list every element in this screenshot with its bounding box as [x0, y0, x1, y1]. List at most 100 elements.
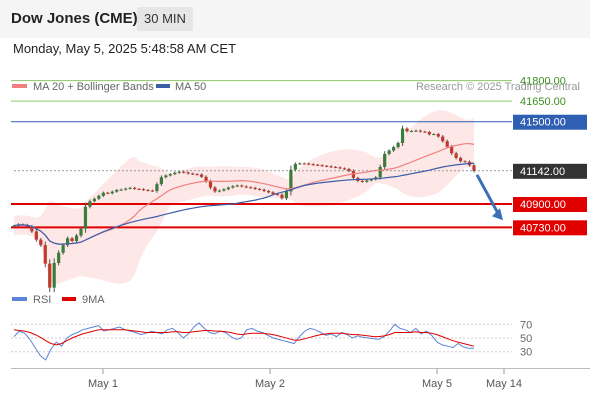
candle-body	[65, 238, 70, 246]
candle-body	[369, 179, 373, 181]
candle-body	[226, 187, 230, 190]
x-tick-label: May 5	[422, 378, 452, 390]
candle-body	[83, 206, 88, 229]
moving-averages	[13, 142, 475, 245]
candle-body	[115, 190, 119, 192]
candle-body	[124, 188, 128, 190]
candle-body	[266, 190, 271, 193]
instrument-title: Dow Jones (CME)	[11, 10, 138, 27]
candle-body	[52, 262, 56, 288]
candle-body	[284, 191, 289, 199]
candle-body	[217, 190, 222, 192]
candle-body	[360, 180, 364, 182]
candle-body	[427, 132, 431, 135]
candle-body	[244, 186, 248, 188]
candle-body	[253, 187, 257, 189]
credit-text: Research © 2025 Trading Central	[416, 81, 580, 93]
candle-body	[409, 131, 414, 133]
candle-body	[173, 172, 177, 175]
candle-body	[307, 163, 311, 165]
candle-body	[463, 161, 467, 163]
candle-body	[70, 238, 74, 242]
candle-body	[445, 141, 449, 147]
last-price-label: 41142.00	[520, 166, 565, 178]
candle-body	[208, 181, 213, 188]
candle-body	[159, 177, 163, 185]
candle-body	[79, 228, 83, 236]
candle-body	[204, 176, 208, 182]
support-label: 40900.00	[520, 199, 566, 211]
candle-body	[106, 192, 110, 194]
candle-body	[43, 245, 47, 264]
candle-body	[137, 188, 141, 190]
candle-body	[383, 153, 387, 167]
candle-body	[110, 191, 114, 194]
candle-body	[392, 147, 396, 151]
chart-datetime: Monday, May 5, 2025 5:48:58 AM CET	[13, 41, 237, 56]
candle-body	[30, 226, 34, 232]
support-tag	[513, 220, 587, 236]
support-label: 40730.00	[520, 222, 566, 234]
level-labels: 41800.00 41650.00 41500.00 41142.00 40900.00…	[513, 76, 587, 236]
candle-body	[240, 185, 244, 187]
interval-button[interactable]: 30 MIN	[137, 7, 193, 31]
last-price-tag	[513, 163, 587, 179]
candle-body	[146, 190, 150, 192]
rsi-panel: 70 50 30	[11, 319, 532, 361]
candle-body	[325, 165, 329, 167]
support-tag	[513, 197, 587, 212]
rsi-legend-label: RSI	[33, 294, 51, 306]
candle-body	[150, 190, 155, 192]
candle-body	[57, 252, 61, 263]
candle-body	[436, 134, 440, 137]
candle-body	[34, 231, 38, 240]
candle-body	[119, 189, 123, 191]
ma50-line	[13, 162, 475, 245]
bollinger-band	[14, 110, 474, 285]
candle-body	[302, 163, 306, 165]
candle-body	[400, 128, 405, 143]
candle-body	[329, 166, 333, 168]
candle-body	[396, 142, 400, 148]
candle-body	[342, 168, 347, 170]
candle-body	[12, 225, 16, 227]
candle-body	[195, 174, 199, 176]
candle-body	[92, 198, 96, 202]
candle-body	[168, 174, 172, 176]
candle-body	[423, 131, 427, 133]
rsi-tick-label: 50	[520, 333, 532, 345]
candle-body	[199, 174, 204, 177]
candle-body	[333, 166, 338, 168]
x-tick-label: May 2	[255, 378, 285, 390]
candle-body	[262, 189, 266, 191]
candle-body	[365, 180, 369, 182]
candle-body	[74, 235, 79, 242]
candle-body	[271, 192, 275, 195]
candle-body	[414, 130, 418, 132]
candle-body	[347, 169, 351, 172]
candle-body	[97, 195, 101, 199]
candle-body	[186, 172, 190, 174]
candle-body	[459, 157, 463, 162]
forecast-arrow-head	[492, 208, 503, 221]
candle-body	[432, 134, 436, 136]
candle-body	[320, 165, 324, 167]
candle-body	[316, 164, 320, 166]
candle-body	[258, 188, 262, 190]
candle-body	[454, 153, 458, 158]
key-levels	[11, 80, 512, 229]
candle-body	[275, 194, 280, 196]
candle-body	[293, 163, 297, 170]
candle-body	[249, 187, 253, 189]
candle-body	[338, 167, 342, 169]
rsi-ma-legend-label: 9MA	[82, 294, 105, 306]
x-axis-line	[11, 368, 590, 369]
forecast-arrow-shaft	[475, 174, 501, 216]
candle-body	[132, 187, 137, 189]
candle-body	[48, 263, 52, 288]
ma20-legend-label: MA 20 + Bollinger Bands	[33, 81, 154, 93]
candle-body	[378, 166, 382, 178]
rsi-line	[13, 322, 474, 361]
candle-body	[280, 194, 284, 199]
